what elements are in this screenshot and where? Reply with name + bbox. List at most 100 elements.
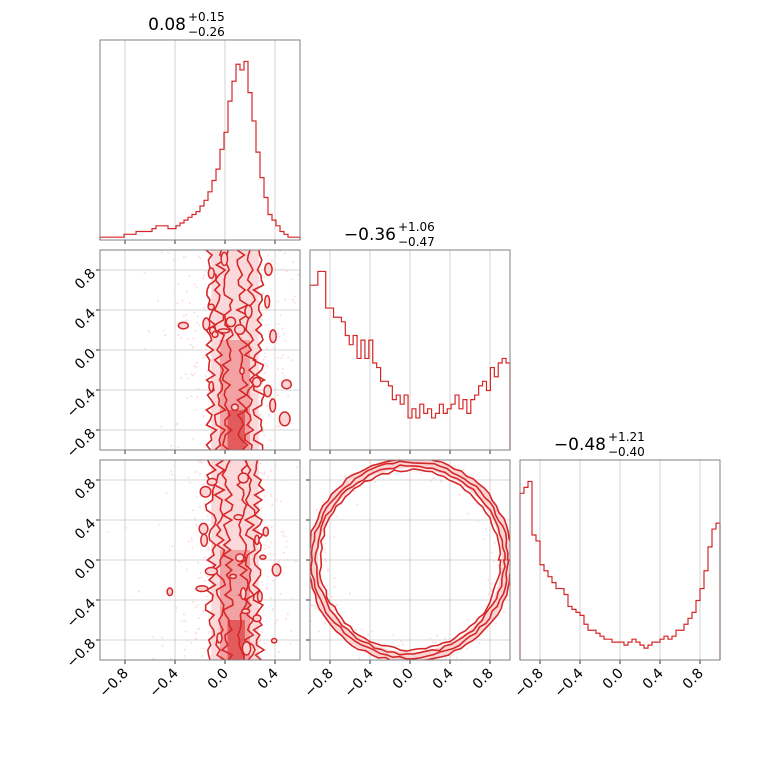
scatter-point (261, 472, 264, 475)
scatter-point (392, 455, 394, 457)
scatter-point (269, 493, 272, 496)
scatter-point (294, 559, 297, 562)
contour-island (200, 533, 209, 548)
scatter-point (194, 523, 197, 526)
scatter-point (271, 607, 274, 610)
contour-line (243, 250, 257, 450)
scatter-point (196, 321, 199, 324)
scatter-point (477, 519, 480, 522)
contour-island (237, 472, 250, 484)
scatter-point (170, 444, 173, 447)
scatter-point (259, 640, 262, 643)
contour-island (270, 637, 278, 644)
hist-panel-1-border (99, 39, 301, 241)
xtick-label: 0.8 (470, 666, 497, 693)
scatter-point (197, 255, 200, 258)
contour-island (256, 590, 263, 603)
scatter-point (408, 663, 410, 665)
scatter-point (440, 480, 443, 483)
scatter-point (263, 473, 266, 476)
scatter-point (202, 357, 205, 360)
scatter-point (271, 259, 274, 262)
contour-island (234, 553, 245, 563)
scatter-point (355, 629, 358, 632)
scatter-point (177, 559, 180, 562)
scatter-point (491, 551, 494, 554)
scatter-point (186, 377, 189, 380)
scatter-point (199, 572, 202, 575)
contour-island (239, 587, 247, 601)
scatter-point (265, 348, 268, 351)
scatter-point (196, 315, 199, 318)
scatter-point (185, 518, 188, 521)
scatter-point (201, 655, 204, 658)
scatter-point (331, 606, 334, 609)
scatter-point (306, 516, 308, 518)
scatter-point (462, 467, 465, 470)
scatter-point (273, 510, 276, 513)
scatter-point (267, 413, 270, 416)
contour-island (254, 534, 260, 546)
scatter-point (273, 553, 276, 556)
contour-island (264, 262, 273, 277)
xtick-label: −0.4 (341, 665, 376, 700)
contour-island (264, 294, 271, 309)
ytick-label: 0.4 (72, 306, 99, 333)
scatter-point (331, 595, 334, 598)
scatter-point (125, 526, 128, 529)
scatter-point (270, 541, 273, 544)
scatter-point (458, 493, 461, 496)
scatter-point (397, 664, 399, 666)
scatter-point (279, 314, 282, 317)
xtick-label: −0.8 (96, 666, 131, 701)
density-panel-2-1-content (143, 250, 300, 450)
contour-line (243, 460, 257, 660)
scatter-point (280, 530, 283, 533)
scatter-point (274, 541, 277, 544)
scatter-point (279, 592, 282, 595)
scatter-point (207, 631, 210, 634)
scatter-point (177, 446, 180, 449)
scatter-point (282, 551, 285, 554)
scatter-point (269, 439, 272, 442)
scatter-point (278, 650, 281, 653)
scatter-point (300, 477, 302, 479)
scatter-point (433, 661, 435, 663)
scatter-point (307, 552, 309, 554)
scatter-point (188, 274, 191, 277)
scatter-point (207, 546, 210, 549)
scatter-point (439, 451, 441, 453)
scatter-point (180, 337, 183, 340)
scatter-point (513, 545, 515, 547)
scatter-point (328, 593, 331, 596)
scatter-point (281, 534, 284, 537)
scatter-point (488, 593, 491, 596)
scatter-point (176, 302, 179, 305)
scatter-point (260, 306, 263, 309)
scatter-point (172, 258, 175, 261)
scatter-point (494, 622, 497, 625)
scatter-point (259, 317, 262, 320)
scatter-point (311, 604, 314, 607)
scatter-point (267, 475, 270, 478)
xtick-label: 0.0 (205, 666, 232, 693)
scatter-point (188, 302, 191, 305)
scatter-point (287, 356, 290, 359)
xtick-label: −0.8 (511, 666, 546, 701)
contour-island (229, 573, 238, 580)
scatter-point (207, 541, 210, 544)
titles: 0.08 +0.15−0.26 −0.36 +1.06−0.47 −0.48 +1.21−… (148, 10, 645, 459)
scatter-point (185, 313, 188, 316)
scatter-point (286, 558, 289, 561)
scatter-point (192, 337, 195, 340)
scatter-point (258, 638, 261, 641)
scatter-point (277, 332, 280, 335)
scatter-point (271, 503, 274, 506)
scatter-point (322, 501, 325, 504)
scatter-point (190, 537, 193, 540)
scatter-point (191, 600, 194, 603)
scatter-point (318, 630, 321, 633)
scatter-point (260, 630, 263, 633)
scatter-point (274, 387, 277, 390)
